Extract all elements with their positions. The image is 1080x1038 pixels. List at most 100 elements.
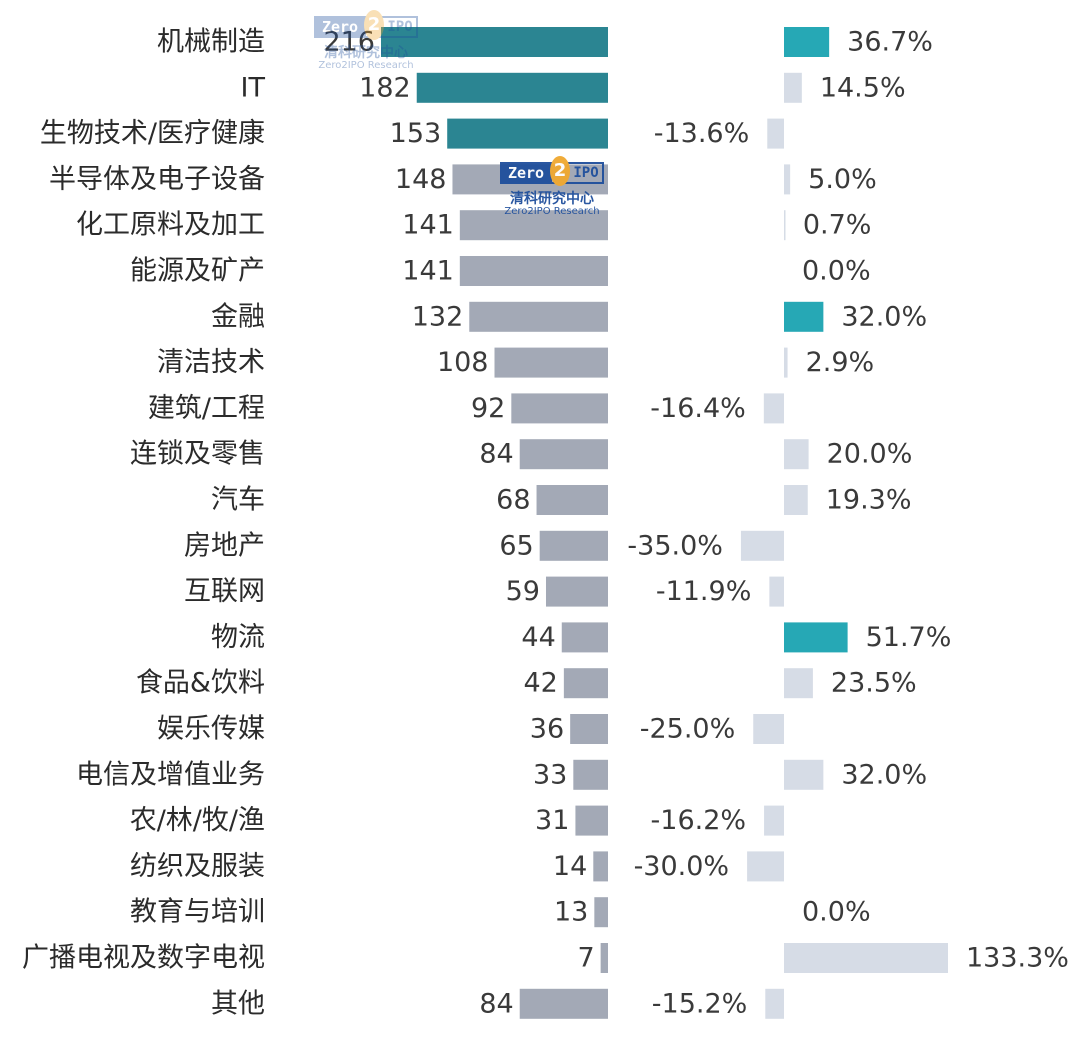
category-label: 连锁及零售 [130, 439, 265, 470]
count-label: 44 [521, 622, 555, 653]
count-bar [381, 27, 608, 57]
count-bar [494, 347, 608, 378]
growth-bar [784, 210, 786, 241]
category-label: 教育与培训 [130, 897, 265, 928]
count-bar [573, 759, 608, 790]
count-bar [600, 943, 608, 973]
count-label: 59 [506, 576, 540, 607]
growth-bar [784, 439, 809, 470]
growth-bar [784, 622, 848, 653]
growth-label: 5.0% [808, 164, 877, 195]
growth-bar [784, 164, 791, 195]
growth-label: 0.7% [803, 210, 872, 241]
count-label: 13 [554, 897, 588, 928]
growth-bar [784, 27, 830, 57]
count-label: 7 [577, 943, 594, 974]
category-label: 农/林/牧/渔 [130, 805, 265, 836]
count-bar [575, 805, 608, 836]
growth-label: -13.6% [654, 118, 750, 149]
count-label: 36 [530, 714, 564, 745]
count-label: 33 [533, 759, 567, 790]
count-label: 141 [402, 256, 454, 287]
growth-label: -16.4% [650, 393, 746, 424]
count-bar [511, 393, 608, 424]
count-bar [563, 668, 608, 699]
count-label: 14 [553, 851, 587, 882]
count-bar [459, 256, 608, 286]
growth-label: -30.0% [634, 851, 730, 882]
count-bar [561, 622, 608, 653]
category-label: 房地产 [184, 530, 265, 561]
count-bar [519, 439, 608, 470]
watermark-logo: Zero 2 IPO 清科研究中心 Zero2IPO Research [498, 156, 610, 222]
growth-bar [784, 485, 808, 515]
count-bar [594, 897, 608, 928]
category-label: 汽车 [211, 485, 265, 516]
growth-bar [764, 805, 784, 836]
growth-label: 32.0% [841, 301, 927, 332]
category-label: 建筑/工程 [148, 393, 265, 424]
count-bar [536, 485, 608, 515]
growth-bar [740, 530, 784, 561]
growth-label: -25.0% [640, 714, 736, 745]
count-bar [593, 851, 608, 882]
growth-label: 36.7% [847, 27, 933, 58]
growth-label: 0.0% [802, 256, 871, 287]
growth-label: -11.9% [656, 576, 752, 607]
count-bar [416, 72, 608, 103]
count-label: 92 [471, 393, 505, 424]
growth-bar [784, 759, 824, 790]
watermark-logo-faded: Zero 2 IPO 清科研究中心 Zero2IPO Research [312, 10, 424, 76]
category-label: 食品&饮料 [136, 668, 265, 699]
category-label: 互联网 [184, 576, 265, 607]
growth-bar [765, 988, 784, 1019]
growth-label: 19.3% [826, 485, 912, 516]
category-label: IT [241, 72, 266, 103]
count-label: 65 [499, 530, 533, 561]
count-label: 108 [437, 347, 489, 378]
count-bar [469, 301, 608, 332]
category-label: 物流 [211, 622, 265, 653]
growth-bar [769, 576, 784, 607]
count-label: 182 [359, 72, 411, 103]
category-label: 能源及矿产 [130, 256, 265, 287]
count-label: 42 [524, 668, 558, 699]
growth-label: 0.0% [802, 897, 871, 928]
growth-bar [784, 347, 788, 378]
category-label: 金融 [211, 301, 265, 332]
count-bar [539, 530, 608, 561]
count-label: 141 [402, 210, 454, 241]
growth-label: 133.3% [966, 943, 1069, 974]
growth-bar [784, 943, 948, 973]
count-bar [545, 576, 608, 607]
count-label: 84 [479, 439, 513, 470]
count-label: 153 [390, 118, 442, 149]
growth-label: 2.9% [806, 347, 875, 378]
count-label: 216 [323, 27, 375, 58]
category-label: 化工原料及加工 [76, 210, 265, 241]
growth-label: 20.0% [827, 439, 913, 470]
growth-bar [753, 714, 784, 744]
count-bar [519, 988, 608, 1019]
growth-bar [763, 393, 784, 424]
count-label: 31 [535, 805, 569, 836]
growth-label: 23.5% [831, 668, 917, 699]
category-label: 纺织及服装 [130, 851, 265, 882]
growth-bar [767, 118, 784, 149]
category-label: 清洁技术 [157, 347, 265, 378]
category-label: 生物技术/医疗健康 [40, 118, 265, 149]
count-bar [447, 118, 608, 149]
count-label: 148 [395, 164, 447, 195]
growth-bar [747, 851, 784, 882]
category-label: 娱乐传媒 [157, 714, 265, 745]
count-label: 84 [479, 988, 513, 1019]
growth-label: -15.2% [652, 988, 748, 1019]
growth-label: 51.7% [866, 622, 952, 653]
growth-bar [784, 72, 802, 103]
category-label: 广播电视及数字电视 [22, 943, 265, 974]
count-label: 132 [412, 301, 464, 332]
count-label: 68 [496, 485, 530, 516]
growth-label: 14.5% [820, 72, 906, 103]
count-bar [570, 714, 608, 744]
